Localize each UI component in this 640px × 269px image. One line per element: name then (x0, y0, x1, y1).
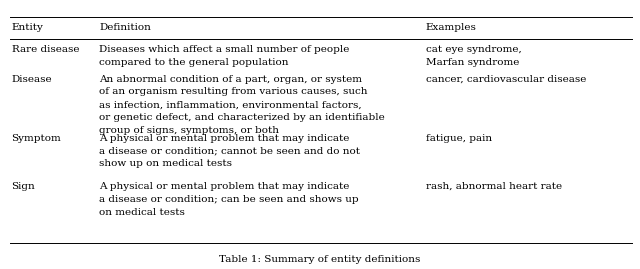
Text: fatigue, pain: fatigue, pain (426, 134, 492, 143)
Text: cancer, cardiovascular disease: cancer, cardiovascular disease (426, 75, 586, 83)
Text: rash, abnormal heart rate: rash, abnormal heart rate (426, 182, 562, 191)
Text: An abnormal condition of a part, organ, or system
of an organism resulting from : An abnormal condition of a part, organ, … (99, 75, 385, 135)
Text: Table 1: Summary of entity definitions: Table 1: Summary of entity definitions (220, 255, 420, 264)
Text: cat eye syndrome,
Marfan syndrome: cat eye syndrome, Marfan syndrome (426, 45, 522, 67)
Text: Sign: Sign (12, 182, 35, 191)
Text: Entity: Entity (12, 23, 44, 32)
Text: Diseases which affect a small number of people
compared to the general populatio: Diseases which affect a small number of … (99, 45, 349, 67)
Text: A physical or mental problem that may indicate
a disease or condition; can be se: A physical or mental problem that may in… (99, 182, 359, 217)
Text: Disease: Disease (12, 75, 52, 83)
Text: A physical or mental problem that may indicate
a disease or condition; cannot be: A physical or mental problem that may in… (99, 134, 360, 168)
Text: Definition: Definition (99, 23, 151, 32)
Text: Symptom: Symptom (12, 134, 61, 143)
Text: Rare disease: Rare disease (12, 45, 79, 54)
Text: Examples: Examples (426, 23, 476, 32)
